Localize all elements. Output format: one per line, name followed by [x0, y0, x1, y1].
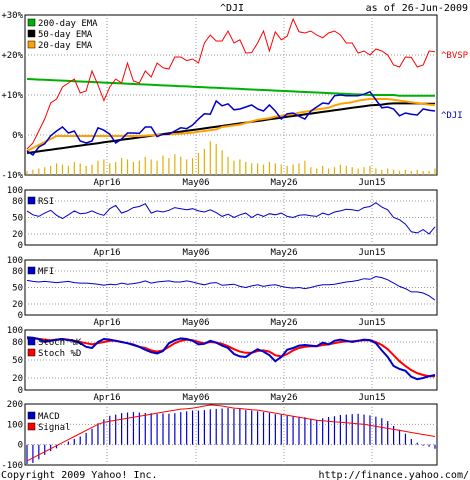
- y-tick-label: +10%: [1, 91, 23, 101]
- x-tick-label: May26: [270, 393, 297, 403]
- legend-swatch-price-0: [27, 18, 36, 27]
- series-macd-signal: [26, 404, 436, 462]
- legend-label-macd: MACD: [38, 412, 60, 422]
- y-tick-label: 50: [12, 356, 23, 366]
- panel-frame-macd: [24, 403, 438, 466]
- x-tick-label: Jun15: [358, 248, 385, 258]
- legend-label-mfi: MFI: [38, 267, 54, 277]
- y-tick-label: 0: [18, 441, 23, 451]
- legend-swatch-macd: [27, 411, 36, 420]
- panel-frame-mfi: [24, 259, 438, 316]
- legend-label-stoch-k: Stoch %K: [38, 338, 82, 348]
- legend-label-price-1: 50-day EMA: [38, 30, 93, 40]
- x-tick-label: Jun15: [358, 178, 385, 188]
- x-tick-label: Jun15: [358, 318, 385, 328]
- legend-swatch-stoch-k: [27, 337, 36, 346]
- x-tick-label: Apr16: [93, 248, 120, 258]
- y-tick-label: -100: [1, 461, 23, 471]
- series-mfi: [26, 275, 436, 301]
- x-tick-label: May06: [182, 393, 209, 403]
- x-tick-label: May26: [270, 248, 297, 258]
- y-tick-label: 0: [18, 311, 23, 321]
- panel-frame-stoch: [24, 329, 438, 391]
- footer-url: http://finance.yahoo.com/: [318, 470, 469, 480]
- legend-label-price-2: 20-day EMA: [38, 41, 93, 51]
- x-tick-label: May26: [270, 178, 297, 188]
- chart-title: ^DJI: [220, 3, 244, 14]
- y-tick-label: 20: [12, 300, 23, 310]
- copyright-text: Copyright 2009 Yahoo! Inc.: [1, 470, 158, 480]
- y-tick-label: 80: [12, 338, 23, 348]
- panel-frame-rsi: [24, 189, 438, 246]
- series-bvsp: [26, 17, 436, 150]
- x-tick-label: May06: [182, 248, 209, 258]
- legend-swatch-price-1: [27, 29, 36, 38]
- legend-label-stoch-d: Stoch %D: [38, 349, 81, 359]
- series-rsi: [26, 202, 436, 235]
- label-dji: ^DJI: [441, 111, 463, 121]
- x-tick-label: Apr16: [93, 393, 120, 403]
- x-tick-label: Apr16: [93, 318, 120, 328]
- as-of-date: as of 26-Jun-2009: [366, 3, 468, 14]
- y-tick-label: 50: [12, 214, 23, 224]
- series-stoch-k: [26, 336, 436, 381]
- y-tick-label: 100: [7, 256, 23, 266]
- y-tick-label: +20%: [1, 51, 23, 61]
- series-50-day-ema: [26, 102, 435, 154]
- y-tick-label: 20: [12, 230, 23, 240]
- y-tick-label: 50: [12, 284, 23, 294]
- series-200-day-ema: [26, 78, 435, 97]
- legend-swatch-signal: [27, 422, 36, 431]
- y-tick-label: 200: [7, 400, 23, 410]
- y-tick-label: 100: [7, 420, 23, 430]
- y-tick-label: 0: [18, 241, 23, 251]
- y-tick-label: +30%: [1, 11, 23, 21]
- x-tick-label: May06: [182, 178, 209, 188]
- y-tick-label: 80: [12, 267, 23, 277]
- x-tick-label: Jun15: [358, 393, 385, 403]
- y-tick-label: 0%: [12, 131, 23, 141]
- y-tick-label: 0: [18, 386, 23, 396]
- legend-label-price-0: 200-day EMA: [38, 19, 98, 29]
- legend-label-signal: Signal: [38, 423, 71, 433]
- x-tick-label: Apr16: [93, 178, 120, 188]
- y-tick-label: 20: [12, 374, 23, 384]
- legend-swatch-price-2: [27, 40, 36, 49]
- series-dji: [26, 90, 436, 157]
- x-tick-label: May26: [270, 318, 297, 328]
- legend-swatch-stoch-d: [27, 348, 36, 357]
- y-tick-label: 100: [7, 186, 23, 196]
- y-tick-label: 100: [7, 326, 23, 336]
- y-tick-label: -10%: [1, 171, 23, 181]
- x-tick-label: May06: [182, 318, 209, 328]
- label-bvsp: ^BVSP: [441, 51, 469, 61]
- legend-label-rsi: RSI: [38, 197, 54, 207]
- y-tick-label: 80: [12, 197, 23, 207]
- legend-swatch-mfi: [27, 266, 36, 275]
- legend-swatch-rsi: [27, 196, 36, 205]
